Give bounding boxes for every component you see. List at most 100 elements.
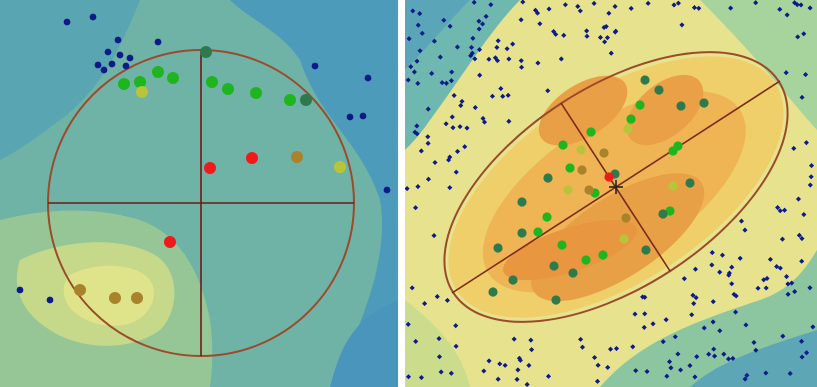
darkgreen-point xyxy=(654,85,664,95)
background-point xyxy=(799,338,805,344)
left-plot xyxy=(0,0,398,387)
right-band-core-top xyxy=(538,75,628,146)
navy-point xyxy=(108,60,116,68)
navy-point xyxy=(364,74,372,82)
green-point xyxy=(673,141,683,151)
background-point xyxy=(436,354,443,360)
background-point xyxy=(472,56,478,62)
navy-point xyxy=(154,38,162,46)
darkgreen-point xyxy=(549,261,559,271)
yellowgreen-point xyxy=(136,86,148,98)
navy-point xyxy=(122,62,130,70)
background-point xyxy=(480,21,486,27)
brown-point xyxy=(74,284,86,296)
background-point xyxy=(431,233,437,239)
background-point xyxy=(672,334,678,340)
background-point xyxy=(592,354,598,361)
green-point xyxy=(626,114,636,124)
background-point xyxy=(780,333,786,339)
brown-point xyxy=(584,185,594,195)
right-points-layer xyxy=(488,75,709,305)
navy-point xyxy=(46,296,54,304)
background-point xyxy=(447,185,453,191)
background-point xyxy=(413,338,419,344)
background-point xyxy=(410,8,416,14)
background-point xyxy=(495,376,501,382)
yellowgreen-point xyxy=(563,185,573,195)
background-point xyxy=(763,370,769,376)
darkgreen-point xyxy=(676,101,686,111)
background-point xyxy=(804,350,810,356)
brown-point xyxy=(599,148,609,158)
green-point xyxy=(586,127,596,137)
background-point xyxy=(701,325,707,331)
background-point xyxy=(678,367,684,373)
background-point xyxy=(774,264,780,270)
background-point xyxy=(502,362,508,368)
green-point xyxy=(222,83,234,95)
yellowgreen-point xyxy=(576,145,586,155)
right-contour-topleft-dark xyxy=(405,0,470,70)
panel-divider xyxy=(398,0,405,387)
darkgreen-point xyxy=(641,245,651,255)
background-point xyxy=(405,321,411,327)
right-mean-center-marker xyxy=(609,180,623,194)
background-point xyxy=(515,367,521,373)
background-point xyxy=(799,354,805,360)
darkgreen-point xyxy=(685,178,695,188)
green-point xyxy=(557,240,567,250)
background-point xyxy=(472,105,478,111)
red-point xyxy=(604,172,614,182)
navy-point xyxy=(16,286,24,294)
red-point xyxy=(164,236,176,248)
green-point xyxy=(134,76,146,88)
background-point xyxy=(733,293,739,299)
background-point xyxy=(476,47,483,53)
navy-point xyxy=(89,13,97,21)
green-point xyxy=(542,212,552,222)
yellowgreen-point xyxy=(623,124,633,134)
background-point xyxy=(782,207,788,213)
background-point xyxy=(418,375,425,381)
yellowgreen-point xyxy=(619,234,629,244)
background-point xyxy=(706,351,712,357)
background-point xyxy=(613,346,620,352)
background-point xyxy=(729,264,735,270)
background-point xyxy=(691,300,697,307)
background-point xyxy=(497,361,503,367)
background-point xyxy=(712,353,718,359)
darkgreen-point xyxy=(200,46,212,58)
background-point xyxy=(488,2,494,8)
right-contour-topright xyxy=(700,0,817,130)
background-point xyxy=(409,285,415,291)
navy-point xyxy=(94,61,102,69)
background-point xyxy=(763,285,769,291)
background-point xyxy=(408,64,414,70)
background-point xyxy=(690,292,696,298)
background-point xyxy=(438,369,444,375)
background-point xyxy=(641,324,647,330)
navy-point xyxy=(126,54,134,62)
left-contour-core xyxy=(63,265,154,326)
background-point xyxy=(733,309,739,315)
background-point xyxy=(692,374,698,380)
background-point xyxy=(453,323,459,329)
darkgreen-point xyxy=(640,75,650,85)
background-point xyxy=(425,134,431,140)
left-contour-corner xyxy=(330,300,398,387)
brown-point xyxy=(577,165,587,175)
right-contour-bottomleft xyxy=(405,300,470,387)
green-point xyxy=(581,255,591,265)
navy-point xyxy=(346,113,354,121)
navy-point xyxy=(359,112,367,120)
background-point xyxy=(444,297,450,303)
left-points-layer xyxy=(16,13,391,304)
left-contour-dark xyxy=(230,0,398,387)
red-point xyxy=(246,152,258,164)
background-point xyxy=(693,295,699,301)
background-point xyxy=(753,347,759,353)
background-point xyxy=(453,343,459,349)
darkgreen-point xyxy=(543,173,553,183)
darkgreen-point xyxy=(517,197,527,207)
